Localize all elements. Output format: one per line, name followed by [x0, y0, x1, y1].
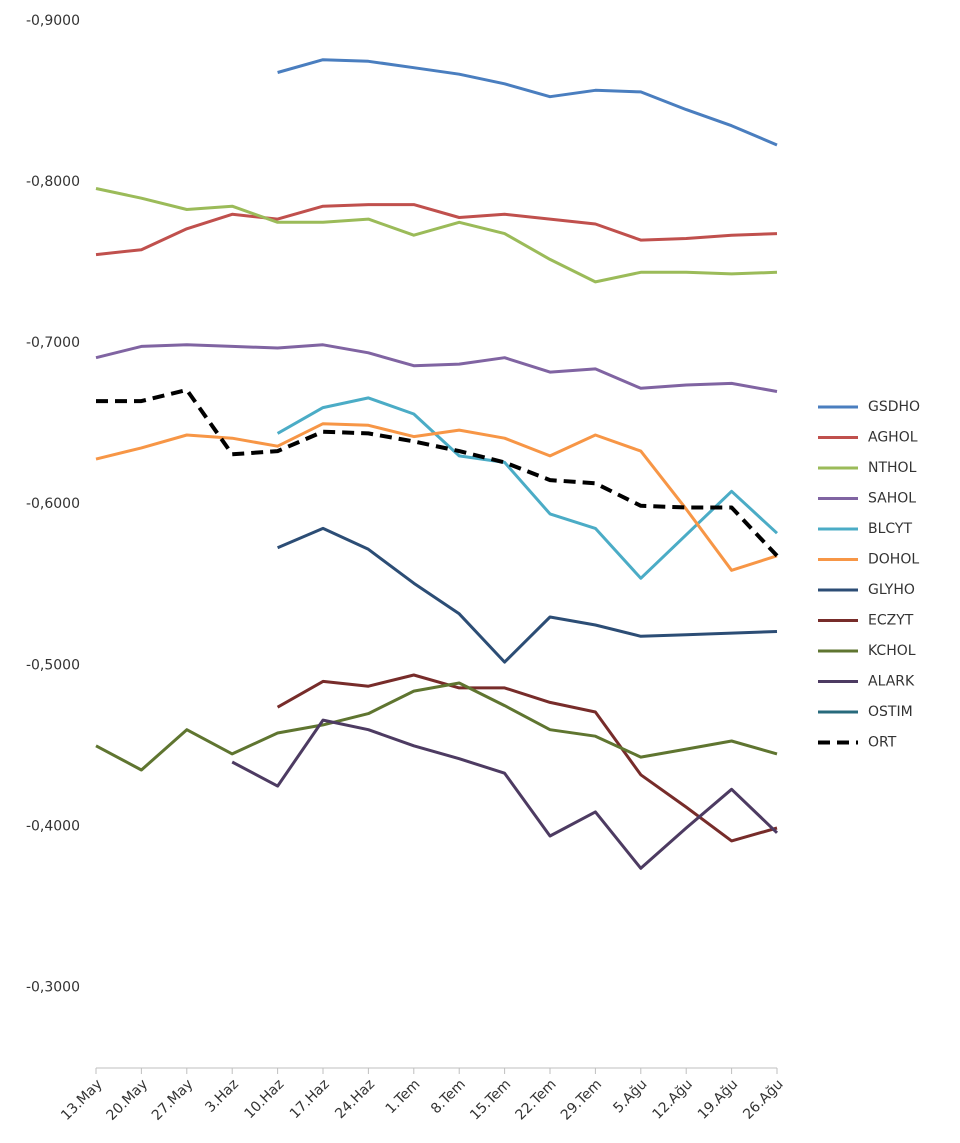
- legend-label: NTHOL: [868, 460, 917, 476]
- x-tick-label: 20.May: [104, 1076, 152, 1124]
- legend-label: ORT: [868, 735, 897, 751]
- legend-label: ECZYT: [868, 613, 914, 629]
- y-tick-label: -0,9000: [26, 13, 80, 29]
- series-line: [95, 187, 778, 284]
- x-tick-label: 19.Ağu: [695, 1076, 741, 1122]
- x-tick-label: 13.May: [58, 1076, 106, 1124]
- series-line: [276, 396, 779, 580]
- x-tick-label: 15.Tem: [467, 1076, 514, 1123]
- legend-label: GSDHO: [868, 399, 920, 415]
- legend-label: KCHOL: [868, 643, 916, 659]
- legend-label: AGHOL: [868, 430, 918, 446]
- legend-label: SAHOL: [868, 491, 916, 507]
- series-line: [95, 681, 778, 772]
- x-tick-label: 5.Ağu: [610, 1076, 650, 1116]
- y-tick-label: -0,7000: [26, 335, 80, 351]
- x-tick-label: 22.Tem: [512, 1076, 559, 1123]
- x-tick-label: 10.Haz: [241, 1076, 287, 1122]
- series-line: [96, 387, 779, 558]
- y-tick-label: -0,4000: [26, 818, 80, 834]
- series-line: [95, 203, 778, 257]
- series-line: [276, 673, 778, 843]
- series-line: [95, 422, 778, 572]
- x-tick-label: 3.Haz: [202, 1076, 241, 1115]
- x-tick-label: 17.Haz: [287, 1076, 333, 1122]
- series-line: [277, 58, 778, 147]
- x-tick-label: 26.Ağu: [740, 1076, 786, 1122]
- legend-label: OSTIM: [868, 704, 913, 720]
- y-tick-label: -0,6000: [26, 496, 80, 512]
- x-tick-label: 8.Tem: [428, 1076, 469, 1117]
- y-tick-label: -0,8000: [26, 174, 80, 190]
- x-tick-label: 27.May: [149, 1076, 197, 1124]
- legend-label: ALARK: [868, 674, 915, 690]
- series-line: [277, 526, 778, 664]
- x-tick-label: 24.Haz: [332, 1076, 378, 1122]
- y-tick-label: -0,3000: [26, 979, 80, 995]
- legend-label: DOHOL: [868, 552, 919, 568]
- legend-label: GLYHO: [868, 582, 915, 598]
- series-line: [231, 718, 779, 870]
- x-tick-label: 12.Ağu: [649, 1076, 695, 1122]
- legend-label: BLCYT: [868, 521, 912, 537]
- x-tick-label: 29.Tem: [558, 1076, 605, 1123]
- y-tick-label: -0,5000: [26, 657, 80, 673]
- series-line: [95, 343, 778, 393]
- x-tick-label: 1.Tem: [383, 1076, 424, 1117]
